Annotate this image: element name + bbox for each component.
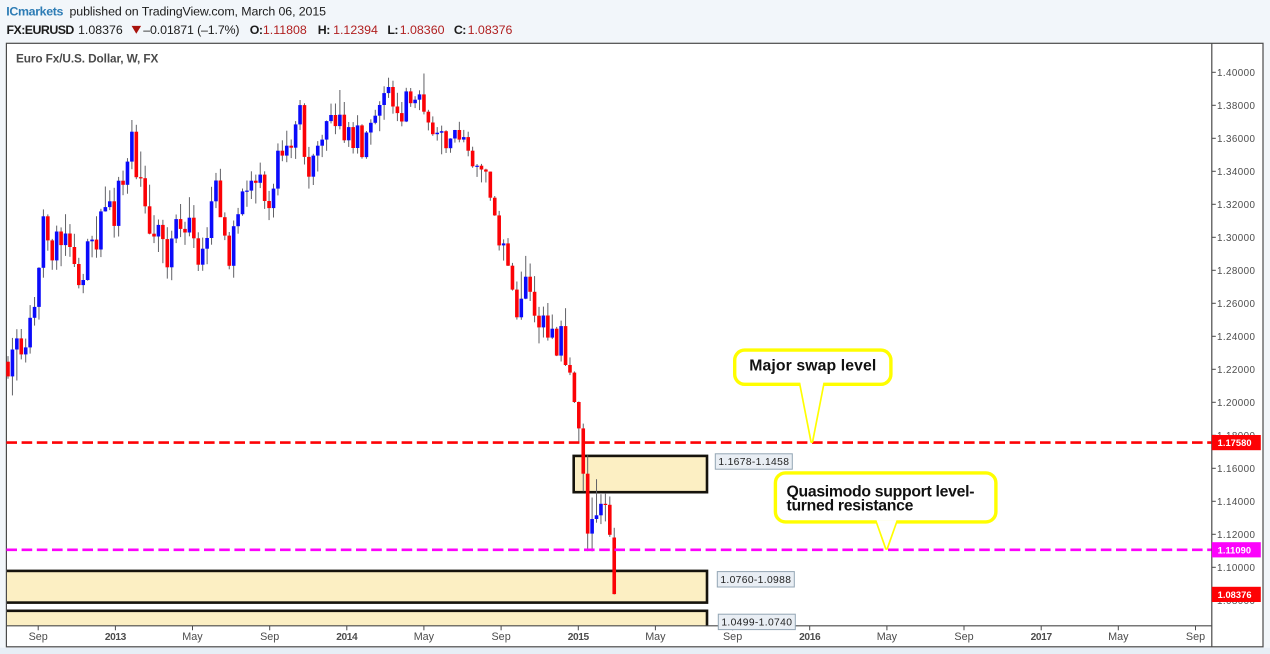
svg-text:1.28000: 1.28000 [1217,266,1255,277]
svg-text:O:: O: [250,23,263,37]
svg-text:1.24000: 1.24000 [1217,332,1255,343]
svg-text:May: May [877,631,898,643]
svg-text:L:: L: [387,23,398,37]
svg-text:1.36000: 1.36000 [1217,134,1255,145]
svg-text:Sep: Sep [491,631,510,643]
svg-text:May: May [645,631,666,643]
svg-text:1.0760-1.0988: 1.0760-1.0988 [720,575,791,586]
svg-text:2016: 2016 [799,632,821,643]
svg-text:1.26000: 1.26000 [1217,299,1255,310]
svg-text:H:: H: [318,23,330,37]
svg-text:1.16000: 1.16000 [1217,464,1255,475]
svg-text:Major swap level: Major swap level [749,358,876,375]
svg-text:1.20000: 1.20000 [1217,398,1255,409]
svg-text:Sep: Sep [723,631,742,643]
svg-text:1.32000: 1.32000 [1217,200,1255,211]
svg-text:1.22000: 1.22000 [1217,365,1255,376]
svg-text:2013: 2013 [105,632,127,643]
svg-text:1.30000: 1.30000 [1217,233,1255,244]
svg-text:1.12394: 1.12394 [333,23,378,37]
svg-text:Sep: Sep [260,631,279,643]
svg-text:Quasimodo support level-: Quasimodo support level- [787,483,975,500]
svg-text:1.08376: 1.08376 [468,23,513,37]
svg-text:C:: C: [454,23,466,37]
svg-text:2015: 2015 [568,632,590,643]
svg-text:1.1678-1.1458: 1.1678-1.1458 [718,457,789,468]
svg-text:2017: 2017 [1031,632,1053,643]
svg-text:ICmarkets: ICmarkets [6,5,63,19]
svg-text:1.0499-1.0740: 1.0499-1.0740 [721,618,792,629]
svg-text:May: May [182,631,203,643]
svg-text:1.12000: 1.12000 [1217,530,1255,541]
svg-text:FX:EURUSD: FX:EURUSD [7,23,75,37]
svg-text:Sep: Sep [954,631,973,643]
svg-text:–0.01871 (–1.7%): –0.01871 (–1.7%) [143,23,239,37]
svg-text:1.17580: 1.17580 [1218,438,1252,448]
svg-text:1.08376: 1.08376 [1218,590,1252,600]
svg-text:turned resistance: turned resistance [787,498,914,515]
svg-text:May: May [414,631,435,643]
svg-text:1.11808: 1.11808 [263,23,307,37]
svg-text:1.38000: 1.38000 [1217,101,1255,112]
svg-text:1.11090: 1.11090 [1218,545,1251,555]
svg-text:1.08360: 1.08360 [400,23,445,37]
svg-text:1.40000: 1.40000 [1217,68,1255,79]
svg-text:1.14000: 1.14000 [1217,497,1255,508]
svg-text:May: May [1108,631,1129,643]
svg-text:Sep: Sep [29,631,48,643]
svg-text:1.34000: 1.34000 [1217,167,1255,178]
svg-text:Sep: Sep [1186,631,1205,643]
svg-text:2014: 2014 [336,632,358,643]
svg-text:1.08376: 1.08376 [78,23,123,37]
svg-text:published on TradingView.com,: published on TradingView.com, March 06, … [70,5,327,19]
svg-text:1.10000: 1.10000 [1217,563,1255,574]
svg-text:Euro Fx/U.S. Dollar, W, FX: Euro Fx/U.S. Dollar, W, FX [16,51,158,65]
